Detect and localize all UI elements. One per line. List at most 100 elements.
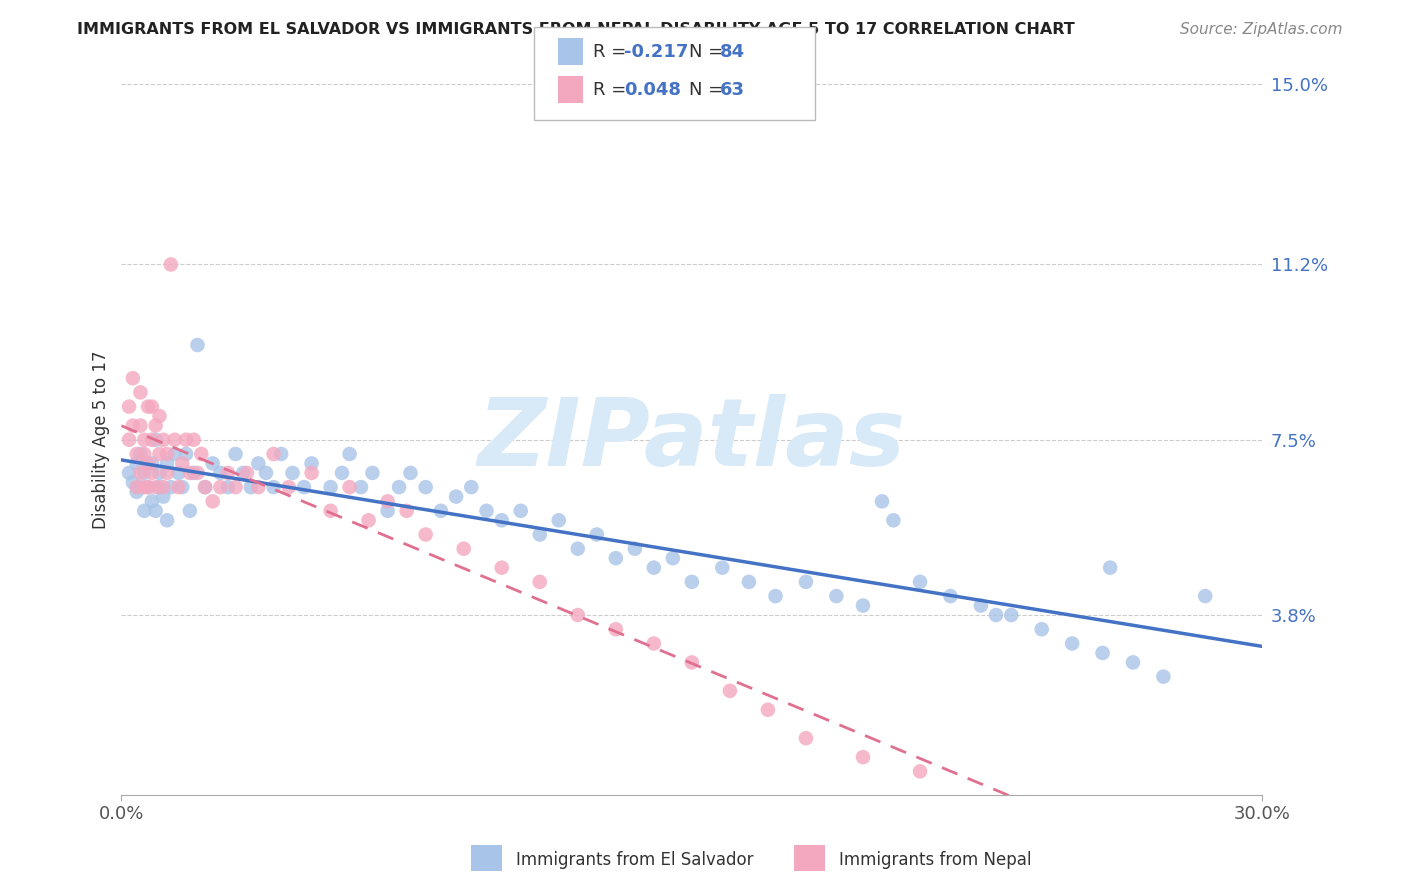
Point [395,504,418,518]
Point [254,466,277,480]
Point [388,480,411,494]
Point [129,418,152,433]
Point [292,480,315,494]
Point [156,466,179,480]
Point [163,447,186,461]
Text: 84: 84 [720,43,745,61]
Point [718,683,741,698]
Point [643,560,665,574]
Point [301,466,323,480]
Point [453,541,475,556]
Point [217,480,239,494]
Point [121,371,143,385]
Point [152,480,174,494]
Point [270,447,292,461]
Text: ZIPatlas: ZIPatlas [478,393,905,486]
Point [247,457,270,471]
Point [852,599,875,613]
Point [263,447,285,461]
Point [160,257,183,271]
Point [148,409,170,423]
Point [141,494,163,508]
Text: Immigrants from Nepal: Immigrants from Nepal [839,851,1032,869]
Point [209,466,232,480]
Text: -0.217: -0.217 [624,43,689,61]
Point [529,574,551,589]
Point [145,418,167,433]
Point [194,480,217,494]
Point [794,731,817,746]
Text: 0.048: 0.048 [624,81,682,99]
Point [125,457,148,471]
Text: N =: N = [689,81,728,99]
Point [643,636,665,650]
Point [156,457,179,471]
Point [136,480,159,494]
Point [145,504,167,518]
Point [529,527,551,541]
Point [567,541,589,556]
Point [167,466,190,480]
Point [1091,646,1114,660]
Point [129,385,152,400]
Point [984,608,1007,623]
Point [141,457,163,471]
Point [141,400,163,414]
Point [134,466,156,480]
Point [217,466,239,480]
Point [186,466,208,480]
Point [1122,656,1144,670]
Point [183,466,205,480]
Point [141,466,163,480]
Text: N =: N = [689,43,728,61]
Point [121,475,143,490]
Point [281,466,304,480]
Point [350,480,373,494]
Point [301,457,323,471]
Point [444,490,467,504]
Point [172,480,194,494]
Point [491,513,513,527]
Point [183,433,205,447]
Point [239,480,262,494]
Point [1062,636,1084,650]
Point [134,480,156,494]
Point [605,622,627,636]
Point [361,466,384,480]
Point [247,480,270,494]
Point [852,750,875,764]
Point [125,480,148,494]
Point [263,480,285,494]
Text: 63: 63 [720,81,745,99]
Point [662,551,685,566]
Y-axis label: Disability Age 5 to 17: Disability Age 5 to 17 [93,351,110,529]
Point [156,513,179,527]
Point [939,589,962,603]
Point [121,418,143,433]
Point [475,504,498,518]
Text: Source: ZipAtlas.com: Source: ZipAtlas.com [1180,22,1343,37]
Text: IMMIGRANTS FROM EL SALVADOR VS IMMIGRANTS FROM NEPAL DISABILITY AGE 5 TO 17 CORR: IMMIGRANTS FROM EL SALVADOR VS IMMIGRANT… [77,22,1076,37]
Point [136,457,159,471]
Point [415,480,437,494]
Point [152,433,174,447]
Point [825,589,848,603]
Point [430,504,453,518]
Point [145,433,167,447]
Point [319,480,342,494]
Point [129,466,152,480]
Point [179,466,201,480]
Text: Immigrants from El Salvador: Immigrants from El Salvador [516,851,754,869]
Point [179,504,201,518]
Point [225,480,247,494]
Point [624,541,647,556]
Point [225,447,247,461]
Point [1099,560,1122,574]
Point [174,447,197,461]
Point [148,447,170,461]
Point [605,551,627,566]
Point [277,480,299,494]
Text: R =: R = [593,81,633,99]
Point [152,490,174,504]
Text: R =: R = [593,43,633,61]
